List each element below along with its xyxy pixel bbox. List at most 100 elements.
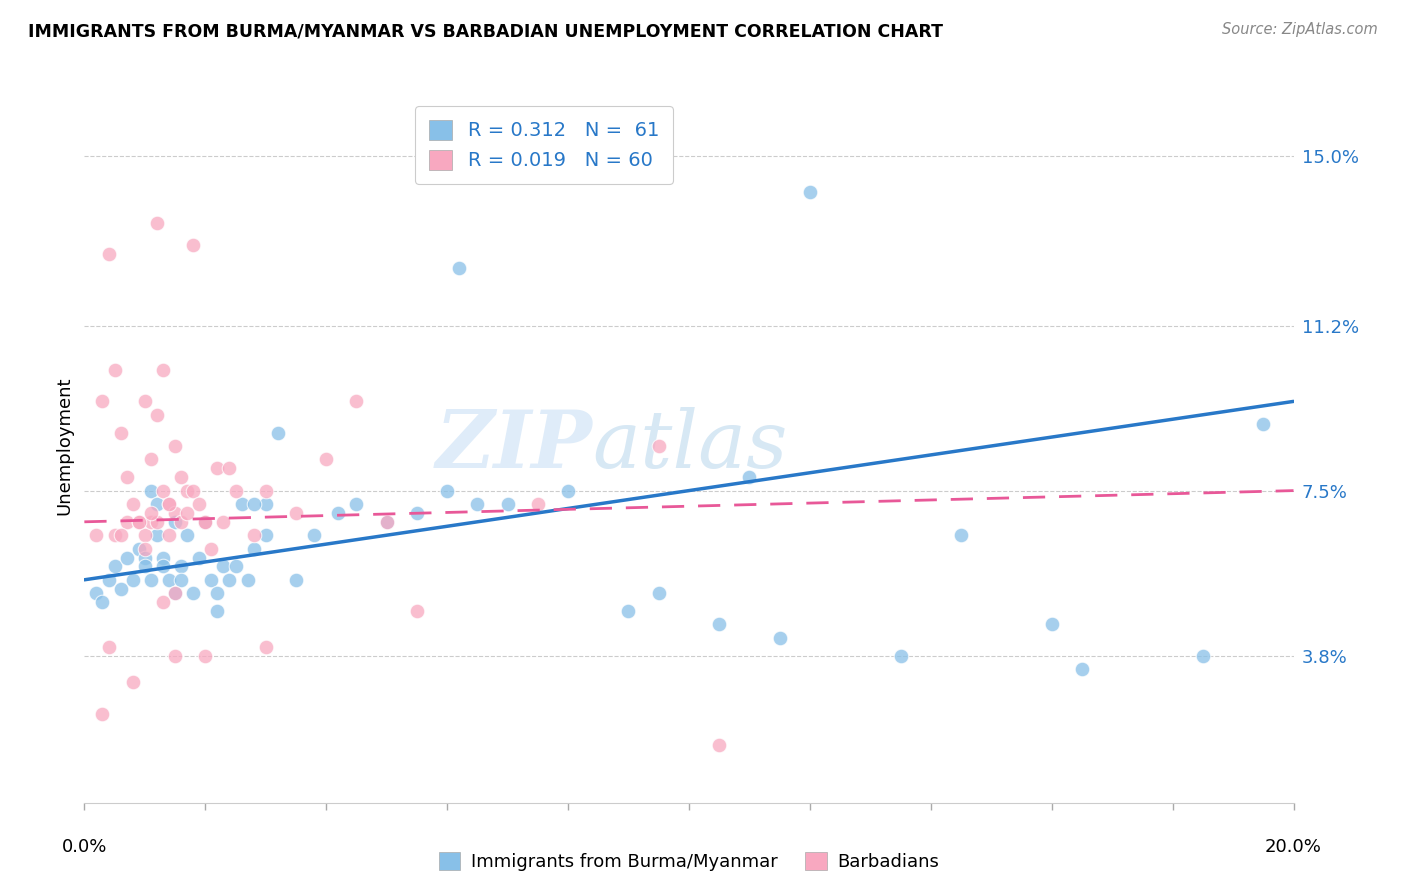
Text: Source: ZipAtlas.com: Source: ZipAtlas.com <box>1222 22 1378 37</box>
Point <box>254 483 277 498</box>
Point <box>91 394 114 409</box>
Point <box>157 528 180 542</box>
Point <box>709 617 731 632</box>
Point <box>467 497 489 511</box>
Point <box>157 497 180 511</box>
Point <box>134 528 156 542</box>
Point <box>231 497 253 511</box>
Point <box>950 528 973 542</box>
Point <box>302 528 325 542</box>
Point <box>254 497 277 511</box>
Point <box>406 506 429 520</box>
Text: 20.0%: 20.0% <box>1265 838 1322 856</box>
Point <box>134 541 156 556</box>
Point <box>225 483 247 498</box>
Point <box>128 515 150 529</box>
Point <box>207 586 229 600</box>
Point <box>115 550 138 565</box>
Point <box>152 595 174 609</box>
Point <box>181 238 204 252</box>
Point <box>254 528 277 542</box>
Y-axis label: Unemployment: Unemployment <box>55 376 73 516</box>
Point <box>212 559 235 574</box>
Point <box>121 573 143 587</box>
Point <box>104 363 127 377</box>
Point <box>121 497 143 511</box>
Point <box>152 363 174 377</box>
Point <box>86 586 108 600</box>
Point <box>406 604 429 618</box>
Point <box>157 573 180 587</box>
Point <box>146 528 169 542</box>
Point <box>242 528 264 542</box>
Point <box>170 470 193 484</box>
Point <box>267 425 290 440</box>
Point <box>242 541 264 556</box>
Point <box>104 559 127 574</box>
Point <box>152 550 174 565</box>
Point <box>647 439 671 453</box>
Point <box>375 515 398 529</box>
Point <box>194 648 217 663</box>
Point <box>86 528 108 542</box>
Point <box>128 515 150 529</box>
Point <box>194 515 217 529</box>
Point <box>181 586 204 600</box>
Point <box>139 506 162 520</box>
Point <box>110 582 132 596</box>
Point <box>170 559 193 574</box>
Point <box>91 595 114 609</box>
Point <box>527 497 550 511</box>
Point <box>617 604 640 618</box>
Point <box>181 483 204 498</box>
Point <box>139 452 162 467</box>
Point <box>769 631 792 645</box>
Point <box>284 573 308 587</box>
Point <box>170 573 193 587</box>
Point <box>496 497 519 511</box>
Point <box>115 470 138 484</box>
Point <box>176 528 198 542</box>
Point <box>1192 648 1215 663</box>
Text: atlas: atlas <box>592 408 787 484</box>
Point <box>738 470 761 484</box>
Point <box>346 394 368 409</box>
Text: 0.0%: 0.0% <box>62 838 107 856</box>
Point <box>449 260 471 275</box>
Point <box>212 515 235 529</box>
Point <box>104 528 127 542</box>
Point <box>165 586 187 600</box>
Point <box>97 640 120 654</box>
Point <box>176 483 198 498</box>
Point <box>165 648 187 663</box>
Point <box>254 640 277 654</box>
Point <box>207 604 229 618</box>
Point <box>97 573 120 587</box>
Point <box>799 185 821 199</box>
Point <box>165 506 187 520</box>
Text: IMMIGRANTS FROM BURMA/MYANMAR VS BARBADIAN UNEMPLOYMENT CORRELATION CHART: IMMIGRANTS FROM BURMA/MYANMAR VS BARBADI… <box>28 22 943 40</box>
Legend: R = 0.312   N =  61, R = 0.019   N = 60: R = 0.312 N = 61, R = 0.019 N = 60 <box>415 106 672 184</box>
Point <box>1071 662 1094 676</box>
Legend: Immigrants from Burma/Myanmar, Barbadians: Immigrants from Burma/Myanmar, Barbadian… <box>432 845 946 879</box>
Point <box>146 408 169 422</box>
Point <box>134 550 156 565</box>
Point <box>134 394 156 409</box>
Point <box>176 506 198 520</box>
Point <box>194 515 217 529</box>
Point <box>236 573 259 587</box>
Point <box>170 515 193 529</box>
Point <box>115 515 138 529</box>
Point <box>110 528 132 542</box>
Point <box>225 559 247 574</box>
Point <box>146 515 169 529</box>
Point <box>557 483 579 498</box>
Point <box>200 541 222 556</box>
Point <box>146 216 169 230</box>
Point <box>207 461 229 475</box>
Point <box>218 573 240 587</box>
Point <box>97 247 120 261</box>
Point <box>165 586 187 600</box>
Point <box>328 506 350 520</box>
Text: ZIP: ZIP <box>436 408 592 484</box>
